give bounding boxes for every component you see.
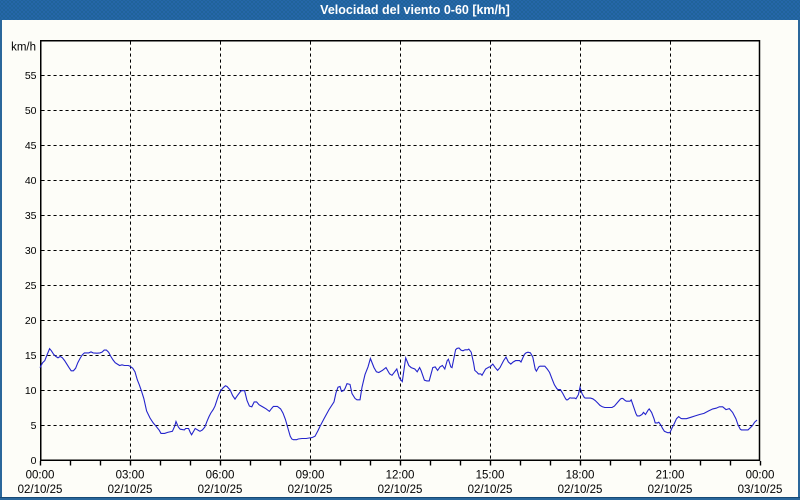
svg-text:02/10/25: 02/10/25 (468, 484, 513, 496)
svg-text:5: 5 (31, 420, 37, 432)
svg-text:02/10/25: 02/10/25 (288, 484, 333, 496)
svg-text:21:00: 21:00 (656, 470, 685, 482)
svg-text:10: 10 (25, 385, 37, 397)
svg-text:00:00: 00:00 (746, 470, 775, 482)
svg-text:18:00: 18:00 (566, 470, 595, 482)
svg-text:09:00: 09:00 (296, 470, 325, 482)
svg-text:02/10/25: 02/10/25 (378, 484, 423, 496)
svg-text:20: 20 (25, 315, 37, 327)
svg-text:35: 35 (25, 210, 37, 222)
svg-text:15:00: 15:00 (476, 470, 505, 482)
svg-text:0: 0 (31, 455, 37, 467)
svg-text:02/10/25: 02/10/25 (198, 484, 243, 496)
svg-text:02/10/25: 02/10/25 (18, 484, 63, 496)
svg-text:02/10/25: 02/10/25 (558, 484, 603, 496)
svg-text:25: 25 (25, 280, 37, 292)
svg-text:06:00: 06:00 (206, 470, 235, 482)
svg-text:00:00: 00:00 (26, 470, 55, 482)
svg-text:02/10/25: 02/10/25 (648, 484, 693, 496)
svg-text:55: 55 (25, 70, 37, 82)
svg-text:km/h: km/h (11, 42, 36, 54)
svg-text:30: 30 (25, 245, 37, 257)
svg-text:03:00: 03:00 (116, 470, 145, 482)
svg-text:15: 15 (25, 350, 37, 362)
svg-text:02/10/25: 02/10/25 (108, 484, 153, 496)
svg-text:12:00: 12:00 (386, 470, 415, 482)
svg-text:03/10/25: 03/10/25 (738, 484, 783, 496)
svg-text:45: 45 (25, 140, 37, 152)
svg-text:40: 40 (25, 175, 37, 187)
svg-text:50: 50 (25, 105, 37, 117)
